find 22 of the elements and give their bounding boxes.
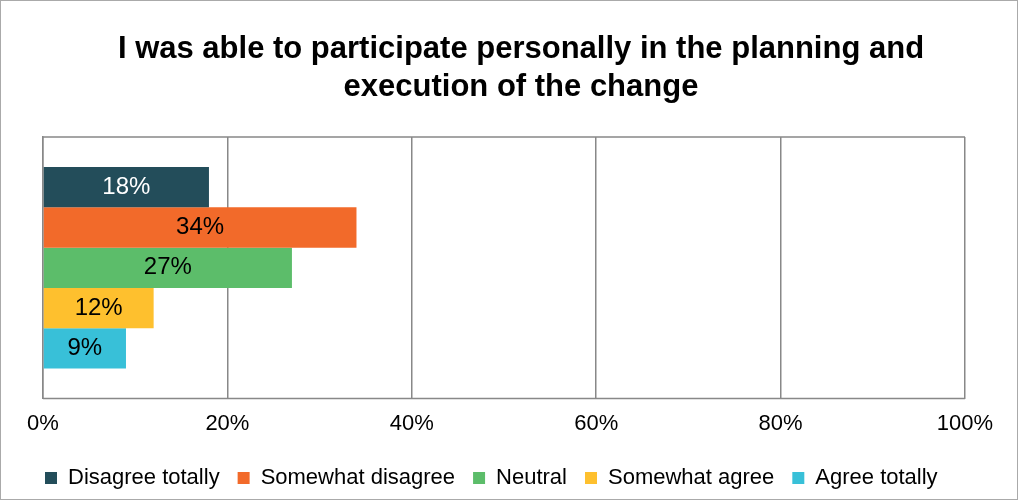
legend-label: Neutral (496, 464, 567, 490)
text: 27% (143, 252, 192, 280)
legend-label: Disagree totally (68, 464, 220, 490)
x-tick-label: 60% (574, 409, 619, 435)
x-tick-label: 0% (27, 409, 59, 435)
x-tick-label: 80% (758, 409, 803, 435)
chart-title: I was able to participate personally in the planning and execution of the change (116, 29, 926, 105)
x-tick-label: 100% (936, 409, 994, 435)
legend-label: Agree totally (815, 464, 938, 490)
text: 9% (67, 333, 103, 360)
bar (43, 167, 209, 208)
bar (43, 328, 126, 369)
bar (43, 247, 292, 288)
bar (43, 207, 357, 248)
x-tick-label: 20% (205, 409, 250, 435)
x-tick-label: 40% (389, 409, 434, 435)
text: 34% (176, 212, 225, 240)
legend-label: Somewhat agree (607, 464, 775, 490)
legend-label: Somewhat disagree (260, 464, 456, 490)
text: 18% (102, 171, 151, 199)
bar (43, 287, 154, 329)
text: 12% (74, 292, 123, 320)
